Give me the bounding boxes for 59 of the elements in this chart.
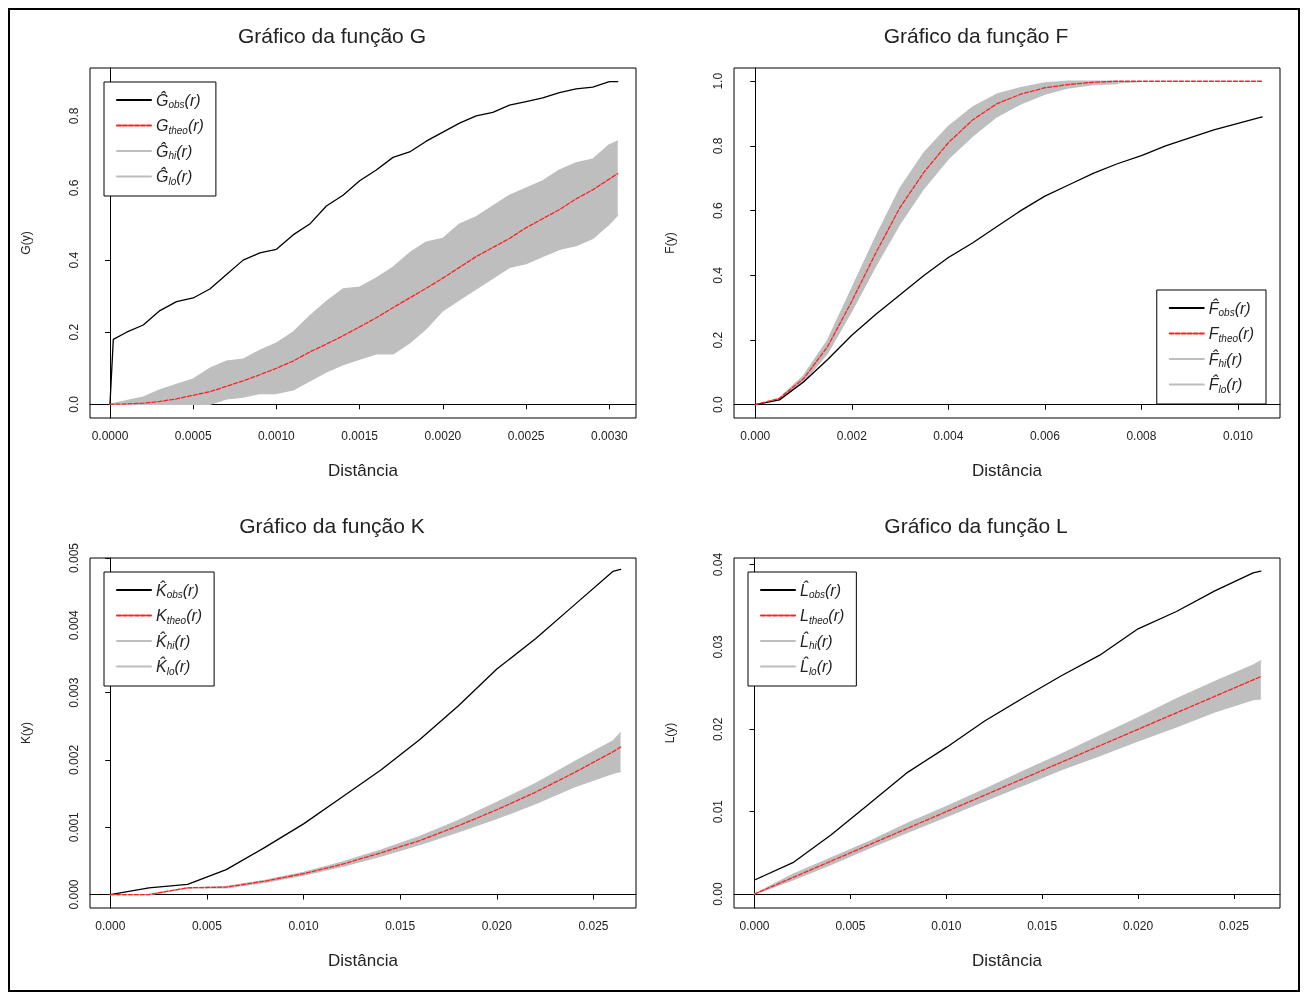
x-axis-title: Distância (972, 461, 1043, 480)
x-tick-label: 0.005 (191, 919, 223, 933)
y-tick-label: 0.005 (67, 542, 81, 574)
x-tick-label: 0.0010 (258, 429, 296, 443)
x-tick-label: 0.004 (933, 429, 964, 443)
y-tick-label: 0.8 (711, 137, 725, 155)
y-tick-label: 0.2 (711, 331, 725, 349)
x-tick-label: 0.020 (481, 919, 513, 933)
y-tick-label: 0.4 (711, 266, 725, 284)
x-tick-label: 0.015 (1027, 919, 1058, 933)
y-tick-label: 0.04 (711, 552, 725, 577)
y-tick-label: 0.03 (711, 634, 725, 659)
y-tick-label: 0.2 (67, 323, 81, 341)
y-axis-title: K(y) (19, 722, 33, 744)
y-tick-label: 0.02 (711, 717, 725, 741)
y-tick-label: 0.0 (67, 395, 81, 413)
x-tick-label: 0.010 (288, 919, 319, 933)
x-axis-title: Distância (972, 951, 1043, 970)
chart-title: Gráfico da função L (884, 514, 1068, 537)
chart-title: Gráfico da função F (883, 24, 1069, 47)
x-tick-label: 0.000 (739, 919, 770, 933)
x-tick-label: 0.0005 (174, 429, 212, 443)
y-tick-label: 0.00 (711, 882, 725, 906)
x-tick-label: 0.0020 (424, 429, 462, 443)
chart-title: Gráfico da função G (238, 24, 426, 47)
y-tick-label: 0.6 (711, 201, 725, 219)
y-tick-label: 0.01 (711, 799, 725, 824)
y-tick-label: 0.8 (67, 107, 81, 125)
y-tick-label: 0.000 (67, 879, 81, 910)
x-tick-label: 0.010 (931, 919, 962, 933)
y-axis-title: L(y) (663, 722, 677, 744)
x-tick-label: 0.025 (1218, 919, 1250, 933)
x-tick-label: 0.025 (578, 919, 609, 933)
x-tick-label: 0.015 (385, 919, 416, 933)
chart-title: Gráfico da função K (239, 514, 425, 537)
x-tick-label: 0.0030 (591, 429, 629, 443)
y-axis-title: G(y) (19, 231, 33, 255)
x-tick-label: 0.008 (1126, 429, 1157, 443)
x-tick-label: 0.010 (1222, 429, 1254, 443)
x-tick-label: 0.002 (836, 429, 868, 443)
x-tick-label: 0.0025 (507, 429, 545, 443)
x-tick-label: 0.000 (740, 429, 771, 443)
y-tick-label: 0.4 (67, 251, 81, 269)
x-axis-title: Distância (328, 951, 399, 970)
x-tick-label: 0.005 (835, 919, 866, 933)
y-tick-label: 0.001 (67, 811, 81, 843)
y-axis-title: F(y) (663, 232, 677, 254)
x-tick-label: 0.000 (95, 919, 126, 933)
x-tick-label: 0.006 (1029, 429, 1061, 443)
x-axis-title: Distância (328, 461, 399, 480)
y-tick-label: 0.0 (711, 396, 725, 414)
y-tick-label: 0.002 (67, 744, 81, 775)
x-tick-label: 0.020 (1123, 919, 1154, 933)
y-tick-label: 1.0 (711, 72, 725, 90)
x-tick-label: 0.0000 (91, 429, 129, 443)
y-tick-label: 0.003 (67, 677, 81, 708)
y-tick-label: 0.004 (67, 609, 81, 641)
x-tick-label: 0.0015 (341, 429, 379, 443)
y-tick-label: 0.6 (67, 179, 81, 197)
